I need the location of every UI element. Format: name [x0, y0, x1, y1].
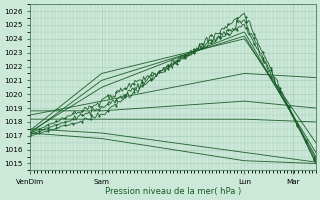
X-axis label: Pression niveau de la mer( hPa ): Pression niveau de la mer( hPa ): [105, 187, 241, 196]
